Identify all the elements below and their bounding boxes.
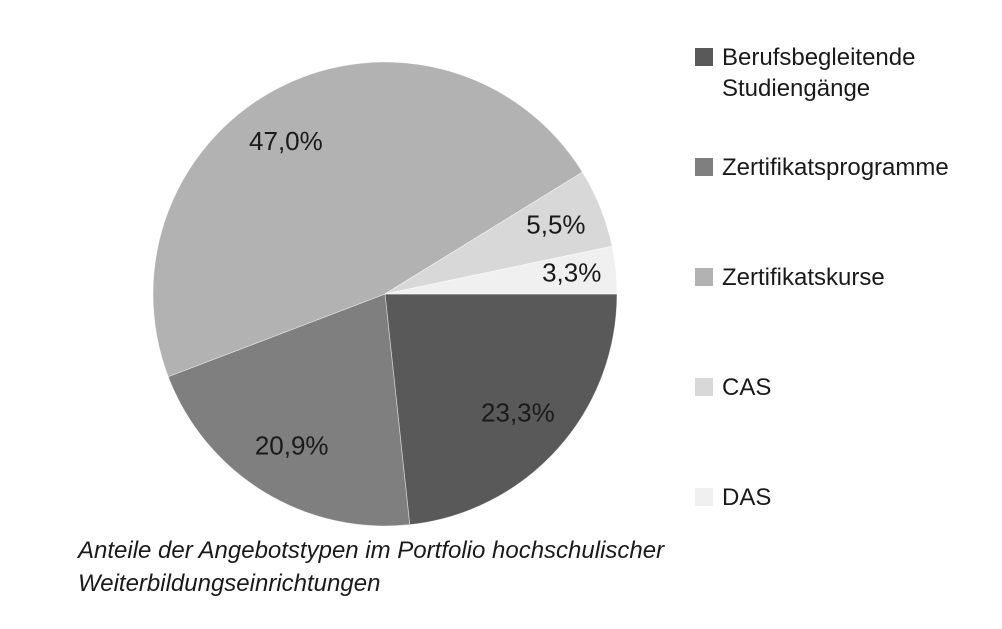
pie-slice-value-label: 3,3% <box>542 258 601 288</box>
legend-item-label: Berufsbegleitende Studiengänge <box>722 44 916 102</box>
legend-swatch-icon <box>695 158 713 176</box>
legend-item-label: Zertifikatsprogramme <box>722 154 949 181</box>
legend-item-label: Zertifikatskurse <box>722 264 885 291</box>
chart-caption: Anteile der Angebotstypen im Portfolio h… <box>78 534 664 600</box>
pie-slice-zertifikatskurse <box>152 61 583 378</box>
pie-slice-value-label: 47,0% <box>249 126 323 156</box>
legend-item-berufsbegleitende-studieng-nge: Berufsbegleitende Studiengänge <box>695 42 915 104</box>
legend-item-label: CAS <box>722 374 772 401</box>
legend-item-zertifikatskurse: Zertifikatskurse <box>695 262 885 293</box>
legend-item-das: DAS <box>695 482 771 513</box>
caption-line-1: Anteile der Angebotstypen im Portfolio h… <box>78 537 665 564</box>
pie-slice-value-label: 20,9% <box>255 430 329 460</box>
legend-item-label: DAS <box>722 484 772 511</box>
pie-slice-das <box>384 245 618 295</box>
legend-item-zertifikatsprogramme: Zertifikatsprogramme <box>695 152 949 183</box>
pie-slice-value-label: 23,3% <box>481 397 555 427</box>
legend-swatch-icon <box>695 268 713 286</box>
legend-swatch-icon <box>695 488 713 506</box>
pie-slice-value-label: 5,5% <box>526 210 585 240</box>
pie-slice-zertifikatsprogramme <box>167 293 411 527</box>
legend-swatch-icon <box>695 378 713 396</box>
legend-swatch-icon <box>695 48 713 66</box>
caption-line-2: Weiterbildungseinrichtungen <box>78 570 381 597</box>
pie-slice-berufsbegleitende-studieng-nge <box>384 293 618 526</box>
legend-item-cas: CAS <box>695 372 771 403</box>
